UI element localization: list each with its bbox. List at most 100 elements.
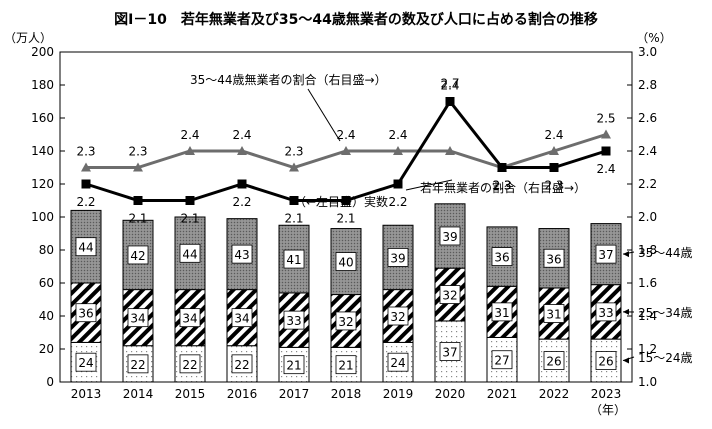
bar-label-box [127,354,149,374]
left-tick-label: 20 [39,342,54,356]
left-tick-label: 140 [31,144,54,158]
line-youth-value-label: 2.1 [128,212,147,226]
right-tick-label: 2.4 [638,144,657,158]
line-youth-value-label: 2.1 [284,212,303,226]
annotation-line35-leader [307,88,341,142]
bar-label-box [127,245,149,265]
bar-label-box [387,306,409,326]
bar-value-label: 44 [182,247,197,261]
line-youth-point [497,163,507,172]
bar-value-label: 32 [390,310,405,324]
bar-value-label: 37 [598,248,613,262]
right-tick-label: 2.0 [638,210,657,224]
bar-label-box [439,342,461,361]
bar-label-box [231,244,253,264]
bar-value-label: 44 [78,241,93,255]
line-youth-point [601,146,611,156]
annotation-bars: （←左目盛）実数 [294,194,388,209]
bar-label-box [283,249,305,269]
right-axis-unit: （%） [636,31,671,45]
x-tick-label: 2016 [227,387,258,401]
right-tick-label: 3.0 [638,45,657,59]
bar-value-label: 34 [234,312,249,326]
x-tick-label: 2015 [175,387,206,401]
line-youth-point [289,196,299,205]
bar-value-label: 33 [286,314,301,328]
bar-label-box [335,252,357,271]
left-tick-label: 160 [31,111,54,125]
bar-value-label: 34 [182,312,197,326]
line-youth-point [341,196,351,205]
ratio-lines: 2.3 2.3 2.4 2.4 2.3 2.4 2.4 2.4 2.3 2.4 2.5 2.2 2.1 2… [76,77,615,226]
bar-label-box [75,303,97,323]
line-35-44-value-label: 2.4 [180,128,199,142]
left-tick-label: 60 [39,276,54,290]
bar-value-label: 41 [286,253,301,267]
bar-label-box [75,237,97,257]
legend-label-25-34: 25～34歳 [638,306,693,320]
bar-value-label: 36 [546,252,561,266]
bar-label-box [595,244,617,264]
bar-value-label: 22 [234,358,249,372]
x-tick-label: 2023 [591,387,622,401]
right-tick-label: 1.0 [638,375,657,389]
left-tick-label: 0 [46,375,54,389]
legend-15-24: 15～24歳 [638,351,693,365]
bar-label-box [179,243,201,263]
legend-label-15-24: 15～24歳 [638,351,693,365]
x-tick-label: 2019 [383,387,414,401]
bar-label-box [439,226,461,246]
bar-label-box [283,355,305,375]
line-youth-value-label: 2.4 [596,162,615,176]
bar-label-box [127,308,149,328]
line-35-44-value-label: 2.4 [336,128,355,142]
line-youth-point [81,179,91,189]
legend-label-35-44: 35～44歳 [638,246,693,260]
bar-value-label: 39 [442,230,457,244]
line-youth-value-label: 2.1 [180,212,199,226]
bar-label-box [595,351,617,370]
bar-label-box [231,354,253,374]
left-axis-unit: （万人） [4,31,52,45]
line-youth-value-label: 2.7 [440,77,459,91]
bar-label-box [335,355,357,375]
line-35-44-point [445,146,455,155]
line-35-44-point [185,146,195,155]
line-35-44-value-label: 2.4 [232,128,251,142]
line-youth-value-label: 2.1 [336,212,355,226]
x-tick-label: 2013 [71,387,102,401]
annotation-youth: 若年無業者の割合（右目盛→） [420,180,586,195]
bar-value-label: 37 [442,345,457,359]
bar-value-label: 21 [286,359,301,373]
bar-label-box [439,285,461,304]
line-youth-point [393,179,403,189]
line-35-44-point [549,146,559,155]
line-youth-value-label: 2.2 [76,195,95,209]
line-35-44-value-label: 2.3 [284,145,303,159]
bar-value-label: 40 [338,256,353,270]
bar-label-box [387,352,409,372]
line-35-44-point [133,162,143,172]
line-35-44-value-label: 2.3 [76,145,95,159]
x-tick-label: 2021 [487,387,518,401]
right-tick-label: 1.6 [638,276,657,290]
annotation-youth-leader [405,179,453,191]
left-tick-label: 180 [31,78,54,92]
bar-value-label: 31 [546,308,561,322]
chart-title: 図Ⅰ－10 若年無業者及び35～44歳無業者の数及び人口に占める割合の推移 [114,11,598,28]
legend-25-34: 25～34歳 [638,306,693,320]
bar-label-box [231,308,253,328]
bar-value-label: 24 [78,356,93,370]
line-35-44-value-label: 2.3 [128,145,147,159]
bar-value-label: 26 [598,355,613,369]
line-youth-value-label: 2.3 [544,179,563,193]
bar-label-box [335,311,357,331]
bar-value-label: 34 [130,312,145,326]
line-35-44-point [81,162,91,172]
bar-label-box [491,302,513,322]
x-tick-label: 2022 [539,387,570,401]
bar-value-label: 26 [546,355,561,369]
bar-value-label: 39 [390,251,405,265]
bar-label-box [543,351,565,370]
